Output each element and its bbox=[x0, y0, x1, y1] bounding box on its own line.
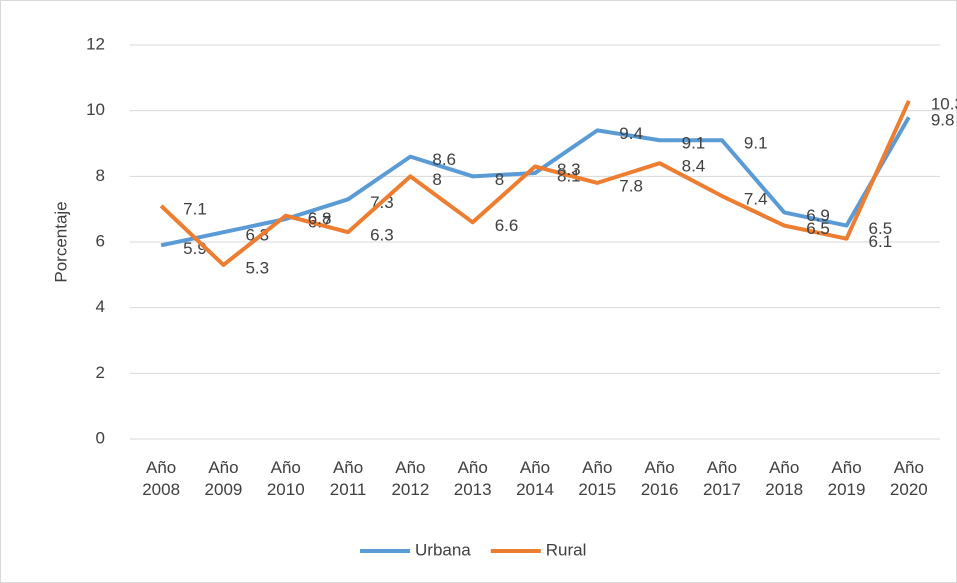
data-label: 7.1 bbox=[183, 199, 207, 218]
data-label: 7.8 bbox=[619, 176, 643, 195]
data-label: 6.3 bbox=[245, 226, 269, 245]
data-label: 6.5 bbox=[869, 219, 893, 238]
legend-label: Urbana bbox=[415, 540, 471, 559]
data-label: 6.8 bbox=[308, 209, 332, 228]
data-label: 6.3 bbox=[370, 226, 394, 245]
data-label: 5.3 bbox=[245, 258, 269, 277]
x-tick-label: Año 2019 bbox=[827, 458, 866, 499]
legend-label: Rural bbox=[546, 540, 587, 559]
y-tick-label: 4 bbox=[96, 297, 105, 316]
data-label: 8 bbox=[432, 170, 441, 189]
data-label: 9.4 bbox=[619, 124, 643, 143]
x-tick-label: Año 2020 bbox=[889, 458, 928, 499]
x-tick-label: Año 2014 bbox=[516, 458, 554, 499]
data-label: 8.6 bbox=[432, 150, 456, 169]
x-tick-label: Año 2016 bbox=[640, 458, 679, 499]
x-tick-label: Año 2017 bbox=[703, 458, 741, 499]
data-label: 9.1 bbox=[744, 134, 768, 153]
data-label: 8.3 bbox=[557, 160, 581, 179]
data-label: 9.1 bbox=[682, 134, 706, 153]
y-axis-label: Porcentaje bbox=[51, 201, 70, 282]
x-tick-label: Año 2010 bbox=[266, 458, 305, 499]
line-series bbox=[160, 116, 911, 248]
y-tick-label: 8 bbox=[96, 166, 105, 185]
x-tick-label: Año 2018 bbox=[765, 458, 804, 499]
y-tick-label: 0 bbox=[96, 428, 105, 447]
data-label: 8 bbox=[495, 170, 504, 189]
data-label: 6.9 bbox=[806, 206, 830, 225]
y-tick-label: 12 bbox=[86, 34, 105, 53]
x-tick-label: Año 2009 bbox=[204, 458, 243, 499]
data-label: 6.6 bbox=[495, 216, 519, 235]
y-tick-label: 2 bbox=[96, 363, 105, 382]
line-series bbox=[159, 99, 911, 267]
data-label: 6.1 bbox=[869, 232, 893, 251]
y-tick-label: 6 bbox=[96, 231, 105, 250]
data-label: 8.4 bbox=[682, 157, 706, 176]
data-label: 7.4 bbox=[744, 190, 768, 209]
x-tick-label: Año 2013 bbox=[453, 458, 492, 499]
y-tick-label: 10 bbox=[86, 100, 105, 119]
data-label: 9.8 bbox=[931, 111, 955, 130]
x-tick-label: Año 2015 bbox=[578, 458, 617, 499]
data-label: 10.3 bbox=[931, 94, 957, 113]
x-tick-label: Año 2012 bbox=[391, 458, 430, 499]
x-tick-label: Año 2011 bbox=[329, 458, 367, 499]
data-label: 6.5 bbox=[806, 219, 830, 238]
x-tick-label: Año 2008 bbox=[142, 458, 181, 499]
